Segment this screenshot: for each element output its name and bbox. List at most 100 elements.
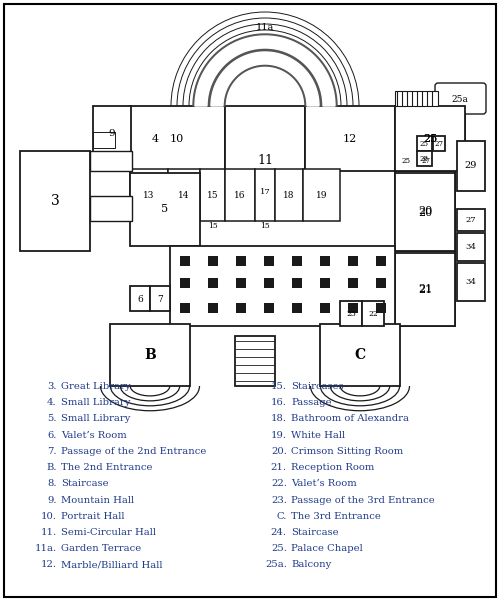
Bar xyxy=(264,256,274,266)
Text: 9: 9 xyxy=(108,129,116,138)
Text: 18: 18 xyxy=(283,191,295,200)
Bar xyxy=(90,196,132,221)
Text: Palace Chapel: Palace Chapel xyxy=(292,544,363,553)
Text: 11: 11 xyxy=(257,154,273,168)
Text: 21.: 21. xyxy=(271,463,287,472)
Text: 15: 15 xyxy=(208,222,218,230)
Text: 29: 29 xyxy=(465,162,477,171)
Text: Valet’s Room: Valet’s Room xyxy=(292,480,357,489)
Text: 25: 25 xyxy=(420,140,428,148)
Text: Passage of the 3rd Entrance: Passage of the 3rd Entrance xyxy=(292,496,435,504)
Text: 25.: 25. xyxy=(271,544,287,553)
Text: 28: 28 xyxy=(420,155,428,163)
Text: 15: 15 xyxy=(206,191,218,200)
Text: 22.: 22. xyxy=(271,480,287,489)
Bar xyxy=(180,278,190,288)
Bar xyxy=(130,173,200,246)
Text: 20: 20 xyxy=(418,206,432,216)
Text: 11a.: 11a. xyxy=(34,544,57,553)
Polygon shape xyxy=(195,36,335,106)
Text: 20.: 20. xyxy=(271,447,287,456)
Text: Reception Room: Reception Room xyxy=(292,463,375,472)
FancyBboxPatch shape xyxy=(435,83,486,114)
Text: 25: 25 xyxy=(423,134,437,144)
Text: 13: 13 xyxy=(144,191,154,200)
Text: 24.: 24. xyxy=(271,528,287,537)
Bar xyxy=(130,169,168,221)
Bar xyxy=(292,303,302,313)
Text: 9.: 9. xyxy=(48,496,57,504)
Bar xyxy=(168,169,200,221)
Text: 19.: 19. xyxy=(271,431,287,440)
Bar xyxy=(320,278,330,288)
Text: 4.: 4. xyxy=(47,398,57,407)
Bar xyxy=(376,278,386,288)
Text: B: B xyxy=(144,348,156,362)
Text: Small Library: Small Library xyxy=(62,415,131,424)
Bar xyxy=(236,303,246,313)
Text: 34: 34 xyxy=(466,243,476,251)
Text: 18.: 18. xyxy=(271,415,287,424)
Text: C: C xyxy=(354,348,366,362)
Text: 5.: 5. xyxy=(48,415,57,424)
Bar xyxy=(303,169,340,221)
Bar xyxy=(340,301,362,326)
Bar xyxy=(255,169,275,221)
Bar xyxy=(225,106,305,211)
Bar xyxy=(236,256,246,266)
Text: 10: 10 xyxy=(170,134,184,144)
Text: Marble/Billiard Hall: Marble/Billiard Hall xyxy=(62,560,163,569)
Bar xyxy=(457,233,485,261)
Bar xyxy=(20,151,90,251)
Bar xyxy=(180,256,190,266)
Text: 21: 21 xyxy=(418,284,432,294)
Bar xyxy=(264,278,274,288)
Text: Small Library: Small Library xyxy=(62,398,131,407)
Text: 27: 27 xyxy=(466,216,476,224)
Text: 6.: 6. xyxy=(48,431,57,440)
Bar xyxy=(395,173,455,251)
Bar xyxy=(264,303,274,313)
Polygon shape xyxy=(211,52,319,106)
Polygon shape xyxy=(193,34,337,106)
Bar xyxy=(225,169,255,221)
Bar xyxy=(417,136,432,151)
Text: 15.: 15. xyxy=(271,382,287,391)
Text: Mountain Hall: Mountain Hall xyxy=(62,496,134,504)
Text: The 3rd Entrance: The 3rd Entrance xyxy=(292,511,382,520)
Bar xyxy=(110,324,190,386)
Text: 25: 25 xyxy=(402,157,410,165)
Bar xyxy=(362,301,384,326)
Text: Staircases: Staircases xyxy=(292,382,344,391)
Bar xyxy=(235,336,275,386)
Bar xyxy=(320,324,400,386)
Bar xyxy=(180,303,190,313)
Bar xyxy=(208,256,218,266)
Text: 22: 22 xyxy=(368,310,378,318)
Text: 16.: 16. xyxy=(271,398,287,407)
Text: White Hall: White Hall xyxy=(292,431,346,440)
Bar xyxy=(320,303,330,313)
Bar xyxy=(397,108,463,169)
Text: 12: 12 xyxy=(343,134,357,144)
Text: 4: 4 xyxy=(152,134,158,144)
Text: Balcony: Balcony xyxy=(292,560,332,569)
Text: Bathroom of Alexandra: Bathroom of Alexandra xyxy=(292,415,410,424)
Bar xyxy=(208,303,218,313)
Text: 23: 23 xyxy=(346,310,356,318)
Text: B.: B. xyxy=(46,463,57,472)
Text: Garden Terrace: Garden Terrace xyxy=(62,544,142,553)
Bar xyxy=(417,151,432,166)
Text: Staircase: Staircase xyxy=(62,480,109,489)
Text: 25a.: 25a. xyxy=(265,560,287,569)
Text: 27: 27 xyxy=(434,140,444,148)
Bar xyxy=(395,171,455,251)
Text: Valet’s Room: Valet’s Room xyxy=(62,431,127,440)
Bar xyxy=(348,303,358,313)
Bar xyxy=(395,106,465,171)
Bar xyxy=(150,286,170,311)
Text: 3.: 3. xyxy=(48,382,57,391)
Bar xyxy=(457,141,485,191)
Bar xyxy=(395,251,455,326)
Bar xyxy=(93,132,115,148)
